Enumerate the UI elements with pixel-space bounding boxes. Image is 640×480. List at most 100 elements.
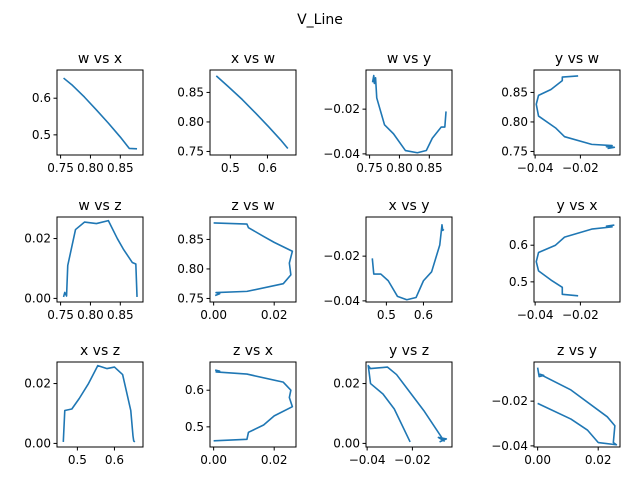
subplot-1: w vs x 0.75 0.80 0.85 0.5 0.6 xyxy=(32,51,144,175)
axes-frame xyxy=(56,216,144,303)
y-tick-label: 0.80 xyxy=(501,115,528,129)
y-tick-label: 0.6 xyxy=(185,383,204,397)
y-tick-label: 0.85 xyxy=(501,85,528,99)
subplot-title: y vs z xyxy=(389,343,429,359)
y-tick-label: −0.04 xyxy=(323,294,360,308)
y-tick-label: 0.5 xyxy=(32,128,51,142)
y-tick-label: −0.04 xyxy=(491,439,528,453)
x-tick-label: 0.80 xyxy=(386,161,413,175)
x-tick-label: 0.6 xyxy=(414,308,433,322)
axes-frame xyxy=(365,216,453,303)
y-tick-label: −0.02 xyxy=(491,394,528,408)
y-tick-label: 0.75 xyxy=(501,144,528,158)
subplot-title: w vs z xyxy=(78,198,121,214)
y-tick-label: 0.85 xyxy=(177,232,204,246)
subplot-grid: w vs x0.75 0.80 0.850.50.6x vs w0.5 0.60.75… xyxy=(24,51,621,467)
x-tick-label: 0.80 xyxy=(77,308,104,322)
y-tick-label: −0.02 xyxy=(323,102,360,116)
x-tick-label: 0.00 xyxy=(200,308,227,322)
series-line xyxy=(63,77,138,150)
y-tick-label: 0.80 xyxy=(177,115,204,129)
x-tick-label: 0.75 xyxy=(47,308,74,322)
subplot-7: x vs y 0.5 0.6 −0.04 −0.02 xyxy=(323,198,453,322)
x-tick-label: 0.6 xyxy=(258,161,277,175)
axes-frame xyxy=(533,361,621,448)
subplot-title: z vs x xyxy=(233,343,273,359)
subplot-title: x vs w xyxy=(231,51,275,67)
series-line xyxy=(371,224,445,301)
y-tick-label: 0.80 xyxy=(177,262,204,276)
y-tick-label: 0.02 xyxy=(333,377,360,391)
axes-frame xyxy=(365,361,453,448)
series-line xyxy=(62,219,138,298)
series-line xyxy=(371,74,447,154)
axes-frame xyxy=(209,361,297,448)
x-tick-label: 0.85 xyxy=(107,161,134,175)
subplot-9: x vs z 0.5 0.6 0.00 0.02 xyxy=(24,343,144,467)
x-tick-label: 0.02 xyxy=(261,453,288,467)
y-tick-label: −0.02 xyxy=(323,249,360,263)
subplot-title: y vs w xyxy=(555,51,599,67)
y-tick-label: 0.6 xyxy=(32,91,51,105)
subplot-8: y vs x −0.04 −0.02 0.5 0.6 xyxy=(509,198,621,322)
subplot-4: y vs w −0.04 −0.02 0.75 0.80 0.85 xyxy=(501,51,621,175)
y-tick-label: 0.00 xyxy=(24,291,51,305)
x-tick-label: 0.5 xyxy=(377,308,396,322)
x-tick-label: −0.02 xyxy=(394,453,431,467)
subplot-12: z vs y 0.00 0.02 −0.04 −0.02 xyxy=(491,343,621,467)
series-line xyxy=(213,369,294,442)
series-line xyxy=(215,75,289,150)
x-tick-label: 0.85 xyxy=(107,308,134,322)
subplot-title: w vs y xyxy=(387,51,431,67)
y-tick-label: 0.75 xyxy=(177,144,204,158)
x-tick-label: 0.85 xyxy=(416,161,443,175)
subplot-11: y vs z −0.04 −0.02 0.00 0.02 xyxy=(333,343,453,467)
series-line xyxy=(536,367,618,446)
x-tick-label: 0.02 xyxy=(261,308,288,322)
y-tick-label: −0.04 xyxy=(323,147,360,161)
series-line xyxy=(213,222,294,297)
axes-frame xyxy=(56,69,144,156)
axes-frame xyxy=(533,69,621,156)
subplot-title: z vs w xyxy=(231,198,274,214)
subplot-title: x vs z xyxy=(80,343,120,359)
subplot-title: z vs y xyxy=(557,343,597,359)
series-line xyxy=(535,224,615,297)
x-tick-label: −0.02 xyxy=(562,308,599,322)
x-tick-label: −0.04 xyxy=(517,308,554,322)
axes-frame xyxy=(209,69,297,156)
subplot-title: w vs x xyxy=(78,51,122,67)
series-line xyxy=(62,364,136,443)
y-tick-label: 0.00 xyxy=(24,436,51,450)
x-tick-label: −0.02 xyxy=(562,161,599,175)
y-tick-label: 0.02 xyxy=(24,232,51,246)
y-tick-label: 0.6 xyxy=(509,238,528,252)
axes-frame xyxy=(533,216,621,303)
x-tick-label: 0.02 xyxy=(585,453,612,467)
series-line xyxy=(535,75,616,150)
subplot-5: w vs z 0.75 0.80 0.85 0.00 0.02 xyxy=(24,198,144,322)
x-tick-label: 0.75 xyxy=(47,161,74,175)
subplot-6: z vs w 0.00 0.02 0.75 0.80 0.85 xyxy=(177,198,297,322)
x-tick-label: 0.5 xyxy=(68,453,87,467)
y-tick-label: 0.02 xyxy=(24,377,51,391)
figure-title: V_Line xyxy=(297,12,343,28)
y-tick-label: 0.00 xyxy=(333,436,360,450)
x-tick-label: −0.04 xyxy=(349,453,386,467)
y-tick-label: 0.85 xyxy=(177,85,204,99)
subplot-2: x vs w 0.5 0.6 0.75 0.80 0.85 xyxy=(177,51,297,175)
y-tick-label: 0.5 xyxy=(185,420,204,434)
x-tick-label: 0.6 xyxy=(105,453,124,467)
series-line xyxy=(367,364,448,443)
x-tick-label: 0.5 xyxy=(221,161,240,175)
y-tick-label: 0.75 xyxy=(177,291,204,305)
subplot-title: x vs y xyxy=(388,198,429,214)
subplot-title: y vs x xyxy=(556,198,597,214)
x-tick-label: −0.04 xyxy=(517,161,554,175)
x-tick-label: 0.00 xyxy=(524,453,551,467)
axes-frame xyxy=(56,361,144,448)
x-tick-label: 0.75 xyxy=(356,161,383,175)
x-tick-label: 0.00 xyxy=(200,453,227,467)
axes-frame xyxy=(209,216,297,303)
